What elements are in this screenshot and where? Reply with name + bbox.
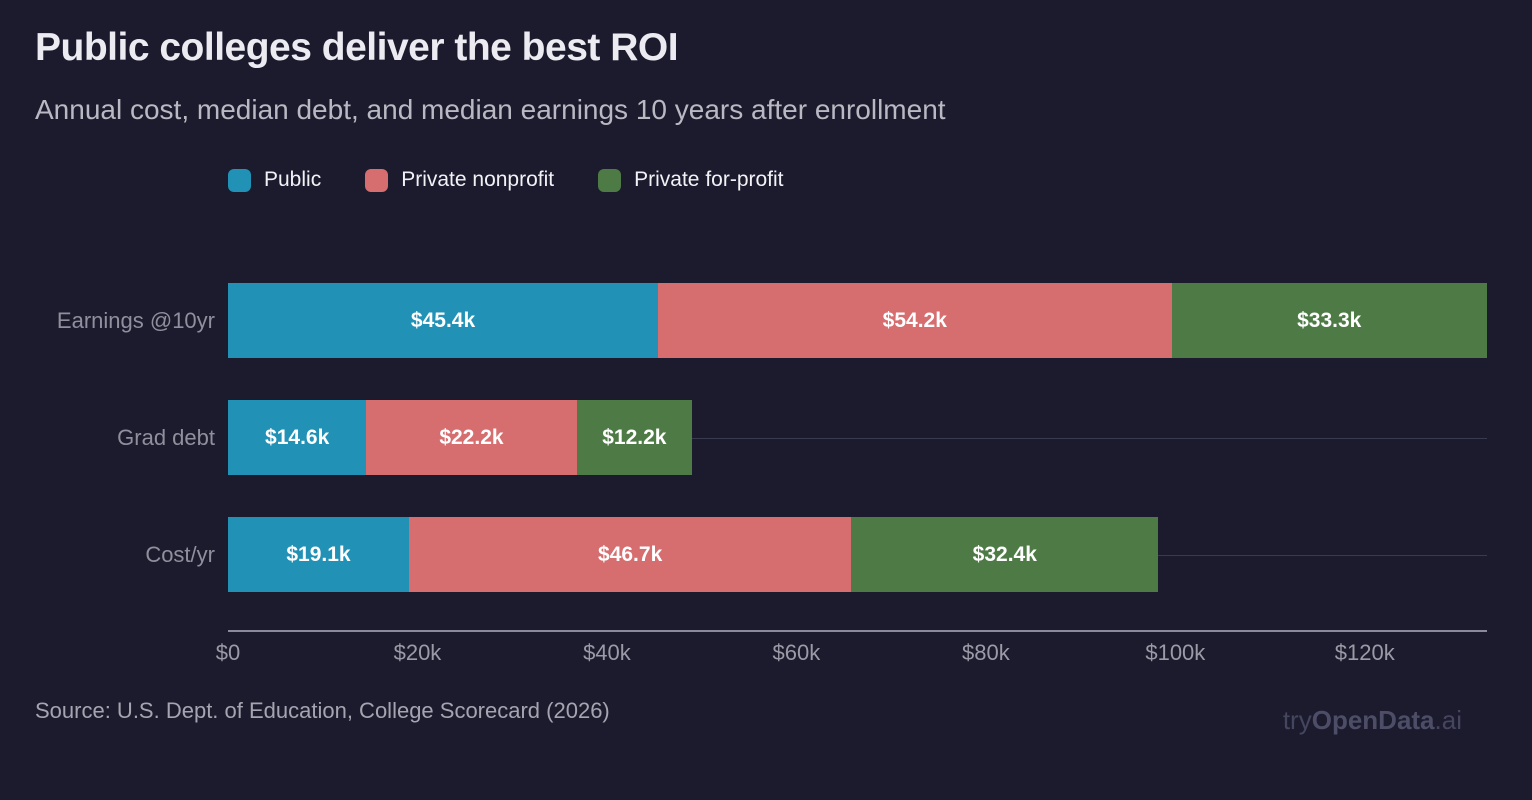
bar-track: $14.6k $22.2k $12.2k (228, 400, 1487, 475)
bar-value-label: $19.1k (286, 542, 351, 566)
bar-segments: $19.1k $46.7k $32.4k (228, 517, 1159, 592)
chart-subtitle: Annual cost, median debt, and median ear… (35, 94, 946, 125)
row-label: Cost/yr (145, 541, 215, 567)
bar-segment-private-for-profit: $32.4k (851, 517, 1159, 592)
legend-swatch-icon (228, 168, 251, 192)
bar-segment-public: $45.4k (228, 283, 659, 358)
bar-segment-public: $19.1k (228, 517, 409, 592)
x-axis-tick-label: $20k (393, 640, 442, 665)
row-label: Grad debt (117, 424, 215, 450)
x-axis-tick-label: $40k (583, 640, 631, 665)
bar-value-label: $45.4k (410, 308, 476, 332)
legend-item-private-for-profit: Private for-profit (598, 168, 784, 192)
x-axis-tick-label: $100k (1145, 640, 1206, 665)
bar-track: $45.4k $54.2k $33.3k (228, 283, 1487, 358)
bar-segment-private-for-profit: $33.3k (1171, 283, 1487, 358)
legend-label: Private nonprofit (401, 168, 555, 191)
legend-item-public: Public (228, 168, 321, 192)
watermark-prefix: try (1282, 705, 1312, 735)
source-note: Source: U.S. Dept. of Education, College… (35, 698, 610, 723)
x-axis-line (228, 630, 1487, 632)
x-axis-tick-label: $120k (1334, 640, 1395, 665)
watermark-logo: tryOpenData.ai (1283, 705, 1462, 736)
bar-track: $19.1k $46.7k $32.4k (228, 517, 1487, 592)
bar-value-label: $22.2k (439, 425, 504, 449)
legend-item-private-nonprofit: Private nonprofit (365, 168, 554, 192)
bar-segments: $45.4k $54.2k $33.3k (228, 283, 1487, 358)
bar-value-label: $46.7k (598, 542, 663, 566)
watermark-suffix: .ai (1434, 705, 1462, 735)
bar-row-earnings-10yr: Earnings @10yr $45.4k $54.2k $33.3k (0, 283, 1532, 358)
bar-row-cost-yr: Cost/yr $19.1k $46.7k $32.4k (0, 517, 1532, 592)
legend-swatch-icon (598, 168, 622, 192)
legend-label: Private for-profit (634, 168, 784, 191)
bar-value-label: $32.4k (972, 542, 1037, 566)
x-axis-tick-label: $60k (772, 640, 821, 665)
bar-value-label: $14.6k (265, 425, 330, 449)
bar-segment-private-nonprofit: $22.2k (366, 400, 577, 475)
bar-value-label: $12.2k (602, 425, 667, 449)
legend-swatch-icon (365, 168, 389, 192)
watermark-brand: OpenData (1311, 705, 1435, 735)
bar-segment-private-nonprofit: $54.2k (658, 283, 1172, 358)
bar-segments: $14.6k $22.2k $12.2k (228, 400, 693, 475)
bar-row-grad-debt: Grad debt $14.6k $22.2k $12.2k (0, 400, 1532, 475)
x-axis-tick-label: $80k (962, 640, 1010, 665)
bar-segment-public: $14.6k (228, 400, 367, 475)
row-label: Earnings @10yr (56, 307, 215, 333)
legend: Public Private nonprofit Private for-profi… (228, 168, 784, 192)
bar-segment-private-nonprofit: $46.7k (408, 517, 852, 592)
legend-label: Public (264, 168, 322, 191)
bar-value-label: $54.2k (882, 308, 947, 332)
bar-value-label: $33.3k (1297, 308, 1362, 332)
row-gridline (228, 437, 1487, 439)
x-axis-tick-label: $0 (215, 640, 241, 665)
bar-segment-private-for-profit: $12.2k (576, 400, 693, 475)
chart-title: Public colleges deliver the best ROI (35, 26, 679, 69)
